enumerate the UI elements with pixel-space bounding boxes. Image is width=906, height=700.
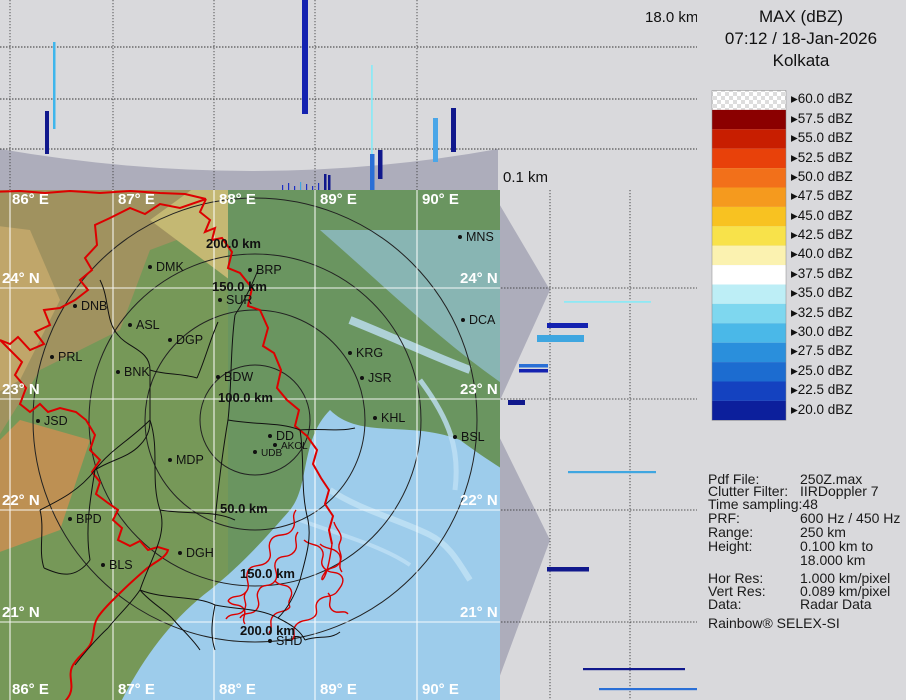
svg-text:PRL: PRL bbox=[58, 350, 82, 364]
svg-text:DGP: DGP bbox=[176, 333, 203, 347]
svg-text:24° N: 24° N bbox=[2, 270, 40, 287]
svg-text:MDP: MDP bbox=[176, 453, 204, 467]
svg-text:Data:: Data: bbox=[708, 596, 741, 612]
svg-text:▸25.0 dBZ: ▸25.0 dBZ bbox=[791, 363, 853, 378]
svg-text:▸60.0 dBZ: ▸60.0 dBZ bbox=[791, 91, 853, 106]
svg-text:23° N: 23° N bbox=[460, 381, 498, 398]
svg-text:DMK: DMK bbox=[156, 260, 184, 274]
svg-text:18.000 km: 18.000 km bbox=[800, 552, 865, 568]
svg-text:DNB: DNB bbox=[81, 299, 107, 313]
svg-text:Height:: Height: bbox=[708, 538, 752, 554]
svg-text:▸52.5 dBZ: ▸52.5 dBZ bbox=[791, 150, 853, 165]
svg-text:150.0 km: 150.0 km bbox=[240, 566, 295, 581]
svg-text:87° E: 87° E bbox=[118, 681, 155, 698]
svg-text:MAX (dBZ): MAX (dBZ) bbox=[759, 7, 843, 26]
svg-text:86° E: 86° E bbox=[12, 191, 49, 208]
svg-text:07:12 / 18-Jan-2026: 07:12 / 18-Jan-2026 bbox=[725, 29, 877, 48]
svg-text:22° N: 22° N bbox=[460, 492, 498, 509]
svg-text:▸32.5 dBZ: ▸32.5 dBZ bbox=[791, 305, 853, 320]
svg-text:18.0 km: 18.0 km bbox=[645, 9, 697, 26]
svg-text:▸22.5 dBZ: ▸22.5 dBZ bbox=[791, 382, 853, 397]
svg-text:200.0 km: 200.0 km bbox=[206, 236, 261, 251]
svg-text:87° E: 87° E bbox=[118, 191, 155, 208]
svg-text:MNS: MNS bbox=[466, 230, 494, 244]
svg-text:▸55.0 dBZ: ▸55.0 dBZ bbox=[791, 130, 853, 145]
svg-text:▸27.5 dBZ: ▸27.5 dBZ bbox=[791, 343, 853, 358]
svg-text:BRP: BRP bbox=[256, 263, 282, 277]
svg-text:▸37.5 dBZ: ▸37.5 dBZ bbox=[791, 266, 853, 281]
svg-text:▸30.0 dBZ: ▸30.0 dBZ bbox=[791, 324, 853, 339]
svg-text:24° N: 24° N bbox=[460, 270, 498, 287]
svg-text:BSL: BSL bbox=[461, 430, 485, 444]
svg-text:▸45.0 dBZ: ▸45.0 dBZ bbox=[791, 208, 853, 223]
svg-text:DCA: DCA bbox=[469, 313, 496, 327]
svg-text:▸42.5 dBZ: ▸42.5 dBZ bbox=[791, 227, 853, 242]
svg-text:22° N: 22° N bbox=[2, 492, 40, 509]
svg-text:▸35.0 dBZ: ▸35.0 dBZ bbox=[791, 285, 853, 300]
svg-text:JSD: JSD bbox=[44, 414, 68, 428]
svg-text:▸20.0 dBZ: ▸20.0 dBZ bbox=[791, 402, 853, 417]
svg-text:0.1 km: 0.1 km bbox=[503, 169, 548, 186]
svg-text:21° N: 21° N bbox=[460, 604, 498, 621]
svg-text:KRG: KRG bbox=[356, 346, 383, 360]
svg-text:BPD: BPD bbox=[76, 512, 102, 526]
svg-text:90° E: 90° E bbox=[422, 191, 459, 208]
svg-text:86° E: 86° E bbox=[12, 681, 49, 698]
svg-text:BNK: BNK bbox=[124, 365, 150, 379]
svg-text:ASL: ASL bbox=[136, 318, 160, 332]
svg-text:21° N: 21° N bbox=[2, 604, 40, 621]
svg-text:DGH: DGH bbox=[186, 546, 214, 560]
svg-text:89° E: 89° E bbox=[320, 191, 357, 208]
svg-text:SUR: SUR bbox=[226, 293, 252, 307]
svg-text:KHL: KHL bbox=[381, 411, 405, 425]
svg-text:BDW: BDW bbox=[224, 370, 253, 384]
svg-text:▸50.0 dBZ: ▸50.0 dBZ bbox=[791, 169, 853, 184]
svg-text:▸40.0 dBZ: ▸40.0 dBZ bbox=[791, 246, 853, 261]
svg-text:150.0 km: 150.0 km bbox=[212, 279, 267, 294]
svg-text:90° E: 90° E bbox=[422, 681, 459, 698]
svg-text:88° E: 88° E bbox=[219, 681, 256, 698]
svg-text:BLS: BLS bbox=[109, 558, 133, 572]
svg-text:▸57.5 dBZ: ▸57.5 dBZ bbox=[791, 111, 853, 126]
svg-text:▸47.5 dBZ: ▸47.5 dBZ bbox=[791, 188, 853, 203]
svg-text:Radar Data: Radar Data bbox=[800, 596, 872, 612]
svg-text:100.0 km: 100.0 km bbox=[218, 390, 273, 405]
svg-text:AKOL: AKOL bbox=[281, 441, 308, 452]
svg-text:Kolkata: Kolkata bbox=[773, 51, 830, 70]
svg-text:88° E: 88° E bbox=[219, 191, 256, 208]
svg-text:JSR: JSR bbox=[368, 371, 392, 385]
svg-text:89° E: 89° E bbox=[320, 681, 357, 698]
svg-text:SHD: SHD bbox=[276, 634, 302, 648]
svg-text:50.0 km: 50.0 km bbox=[220, 501, 268, 516]
svg-text:23° N: 23° N bbox=[2, 381, 40, 398]
svg-text:UDB: UDB bbox=[261, 448, 282, 459]
svg-text:Rainbow® SELEX-SI: Rainbow® SELEX-SI bbox=[708, 615, 840, 631]
